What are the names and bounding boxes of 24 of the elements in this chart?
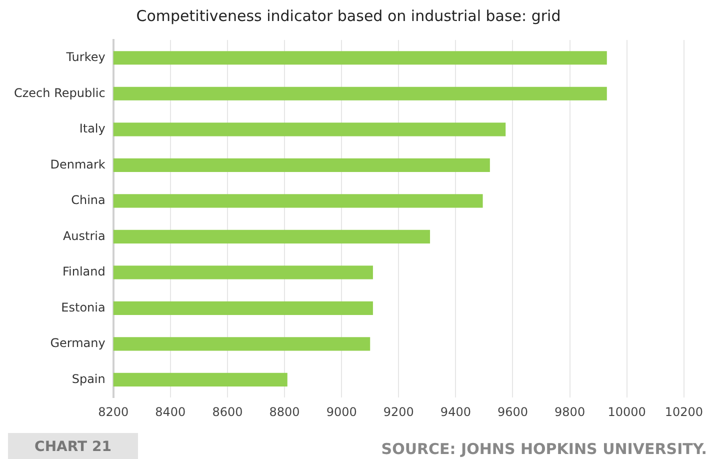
y-tick-label: Spain (72, 372, 106, 386)
y-tick-label: Italy (79, 122, 106, 136)
y-tick-label: Denmark (50, 157, 106, 172)
x-tick-label: 8400 (155, 404, 186, 419)
x-tick-label: 8600 (212, 404, 243, 419)
y-tick-label: China (71, 193, 106, 208)
x-tick-label: 10200 (664, 404, 704, 419)
y-tick-label: Estonia (61, 300, 106, 314)
x-tick-label: 8800 (269, 404, 300, 419)
y-tick-label: Turkey (65, 50, 106, 64)
x-tick-label: 9400 (440, 404, 471, 419)
y-tick-label: Czech Republic (14, 86, 106, 100)
x-tick-label: 9000 (326, 404, 357, 419)
y-tick-label: Germany (50, 336, 106, 350)
x-tick-label: 9800 (554, 404, 586, 419)
y-tick-label: Austria (62, 228, 106, 243)
source-note: SOURCE: JOHNS HOPKINS UNIVERSITY. (381, 440, 707, 458)
y-tick-label: Finland (62, 264, 106, 279)
caption: CHART 21 (8, 433, 138, 459)
x-tick-label: 10000 (608, 404, 646, 419)
chart-title: Competitiveness indicator based on industrial base: grid (136, 6, 561, 25)
x-tick-label: 9200 (383, 404, 414, 419)
x-tick-label: 9600 (497, 404, 528, 419)
x-tick-label: 8200 (98, 404, 129, 419)
